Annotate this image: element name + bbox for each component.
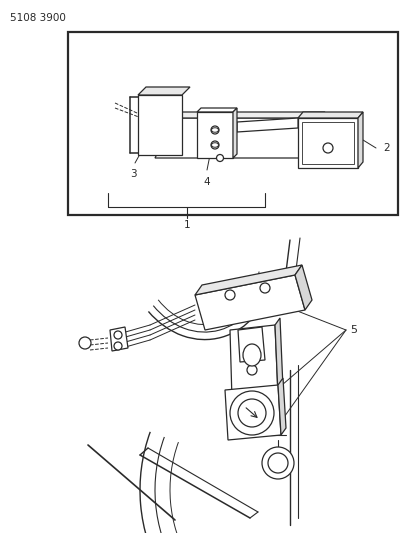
Polygon shape <box>358 112 363 168</box>
Polygon shape <box>225 385 281 440</box>
Ellipse shape <box>211 128 219 132</box>
Circle shape <box>268 453 288 473</box>
Bar <box>68 32 398 215</box>
Polygon shape <box>155 118 320 158</box>
Text: 1: 1 <box>184 220 190 230</box>
Polygon shape <box>195 265 302 295</box>
Circle shape <box>211 126 219 134</box>
Polygon shape <box>138 87 190 95</box>
Polygon shape <box>298 112 363 118</box>
Polygon shape <box>175 112 325 118</box>
Circle shape <box>211 141 219 149</box>
Text: 3: 3 <box>130 169 136 179</box>
Ellipse shape <box>243 344 261 366</box>
Circle shape <box>114 331 122 339</box>
Circle shape <box>247 365 257 375</box>
Polygon shape <box>298 118 358 168</box>
Polygon shape <box>138 95 182 155</box>
Ellipse shape <box>211 143 219 147</box>
Polygon shape <box>237 118 298 132</box>
Circle shape <box>247 345 257 355</box>
Polygon shape <box>195 275 305 330</box>
Polygon shape <box>275 318 283 395</box>
Polygon shape <box>110 327 128 351</box>
Polygon shape <box>295 265 312 310</box>
Text: 5108 3900: 5108 3900 <box>10 13 66 23</box>
Polygon shape <box>238 327 265 362</box>
Polygon shape <box>197 108 237 112</box>
Circle shape <box>323 143 333 153</box>
Circle shape <box>217 155 224 161</box>
Circle shape <box>238 399 266 427</box>
Polygon shape <box>278 378 286 435</box>
Circle shape <box>225 290 235 300</box>
Text: 2: 2 <box>383 143 390 153</box>
Circle shape <box>260 283 270 293</box>
Circle shape <box>262 447 294 479</box>
Circle shape <box>114 342 122 350</box>
Polygon shape <box>230 325 278 400</box>
Polygon shape <box>233 108 237 158</box>
Text: 5: 5 <box>350 325 357 335</box>
Circle shape <box>230 391 274 435</box>
Bar <box>302 122 354 164</box>
Circle shape <box>79 337 91 349</box>
Polygon shape <box>197 112 233 158</box>
Text: 4: 4 <box>204 177 210 187</box>
